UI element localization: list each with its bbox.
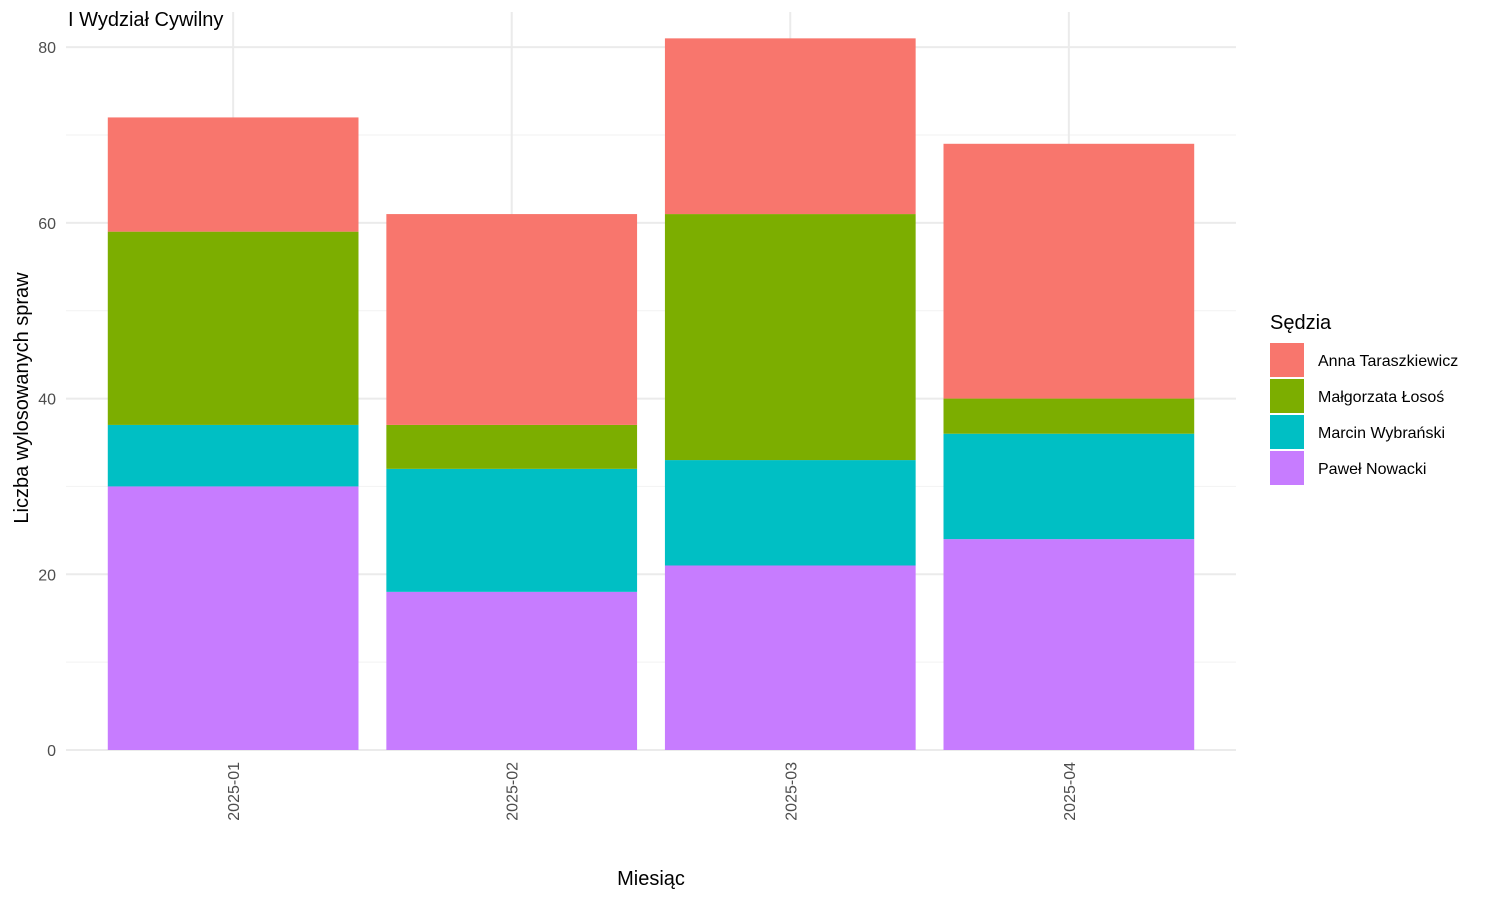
bar-segment: [943, 539, 1195, 750]
x-axis-title: Miesiąc: [617, 868, 685, 890]
legend-label: Marcin Wybrański: [1318, 425, 1445, 442]
bar-segment: [664, 38, 916, 215]
legend-title: Sędzia: [1270, 312, 1332, 334]
legend-swatch: [1270, 379, 1304, 413]
bar-segment: [386, 424, 638, 469]
bar-segment: [664, 460, 916, 566]
x-axis-ticks: 2025-01 2025-02 2025-03 2025-04: [226, 762, 1079, 821]
bar-segment: [386, 591, 638, 750]
y-axis-ticks: 0 20 40 60 80: [38, 40, 56, 760]
bars: [107, 38, 1195, 750]
x-tick-label: 2025-03: [783, 762, 800, 821]
y-tick-label: 60: [38, 216, 56, 233]
bar-segment: [943, 398, 1195, 434]
y-tick-label: 40: [38, 392, 56, 409]
bar-segment: [386, 468, 638, 592]
bar-segment: [107, 231, 359, 425]
legend-label: Paweł Nowacki: [1318, 461, 1426, 478]
y-tick-label: 20: [38, 567, 56, 584]
x-tick-label: 2025-01: [226, 762, 243, 821]
y-tick-label: 80: [38, 40, 56, 57]
y-axis-title: Liczba wylosowanych spraw: [11, 272, 33, 524]
y-tick-label: 0: [47, 743, 56, 760]
bar-segment: [107, 424, 359, 487]
x-tick-label: 2025-02: [505, 762, 522, 821]
bar-segment: [664, 214, 916, 461]
bar-segment: [107, 486, 359, 750]
legend: Sędzia Anna Taraszkiewicz Małgorzata Łoso…: [1270, 312, 1458, 485]
chart-title: I Wydział Cywilny: [68, 9, 223, 31]
bar-segment: [943, 433, 1195, 540]
bar-segment: [107, 117, 359, 232]
legend-swatch: [1270, 451, 1304, 485]
legend-swatch: [1270, 415, 1304, 449]
legend-swatch: [1270, 343, 1304, 377]
x-tick-label: 2025-04: [1062, 762, 1079, 821]
bar-segment: [386, 214, 638, 425]
legend-label: Anna Taraszkiewicz: [1318, 353, 1458, 370]
legend-label: Małgorzata Łosoś: [1318, 389, 1444, 406]
bar-segment: [664, 565, 916, 750]
bar-segment: [943, 143, 1195, 399]
